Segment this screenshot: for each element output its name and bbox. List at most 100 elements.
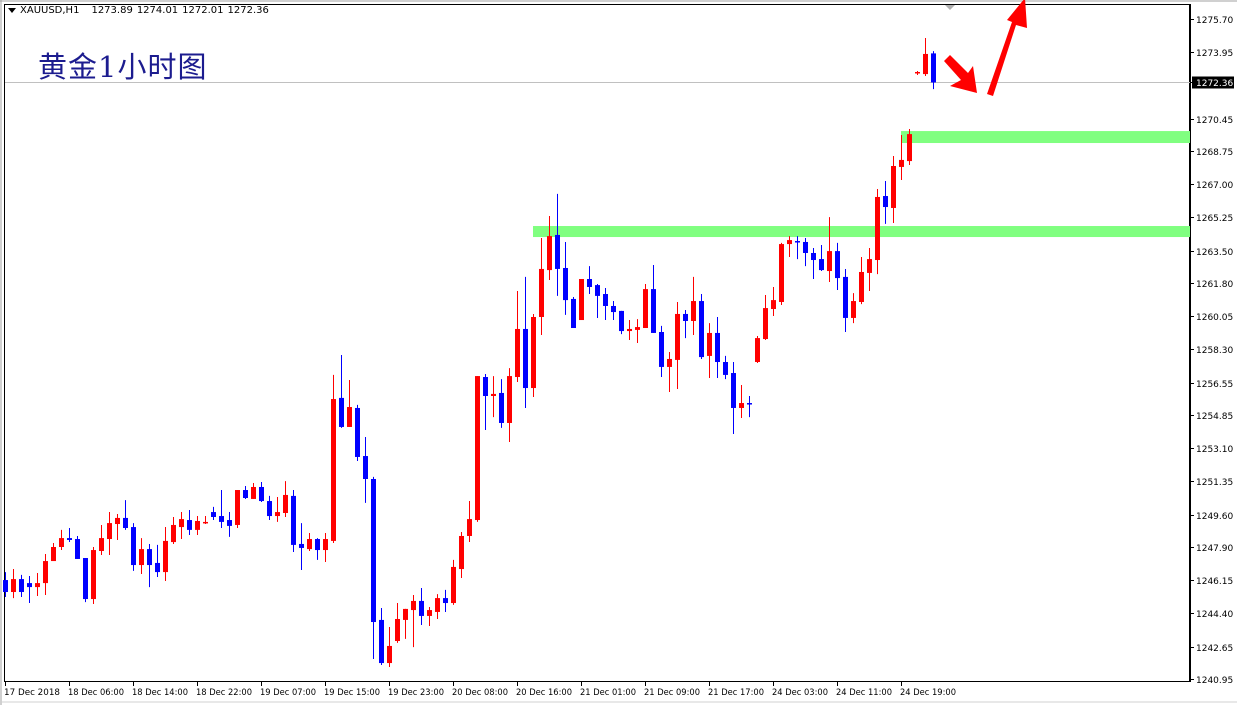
candle-97 xyxy=(779,242,784,306)
arrow-down-right-icon[interactable] xyxy=(944,55,977,93)
candle-body xyxy=(51,547,56,562)
symbol-label: XAUUSD,H1 xyxy=(20,5,80,16)
candle-body xyxy=(355,407,360,457)
candle-108 xyxy=(867,248,872,291)
candle-body xyxy=(163,540,168,573)
candle-body xyxy=(683,313,688,321)
candle-104 xyxy=(835,242,840,291)
arrow-up-icon[interactable] xyxy=(987,0,1027,96)
candle-76 xyxy=(611,301,616,321)
candle-body xyxy=(67,538,72,540)
candle-body xyxy=(443,598,448,604)
candle-23 xyxy=(187,509,192,536)
candle-15 xyxy=(123,500,128,530)
price-tick-label: 1246.15 xyxy=(1196,577,1233,587)
candle-body xyxy=(203,521,208,524)
candle-56 xyxy=(451,559,456,605)
candle-body xyxy=(595,285,600,296)
candle-89 xyxy=(715,316,720,378)
candle-18 xyxy=(147,543,152,588)
candle-body xyxy=(723,362,728,375)
time-tick-label: 18 Dec 14:00 xyxy=(132,688,188,698)
candle-43 xyxy=(347,380,352,427)
candle-body xyxy=(59,538,64,547)
price-tick-label: 1275.70 xyxy=(1196,16,1233,26)
candle-body xyxy=(899,159,904,167)
candle-77 xyxy=(619,310,624,335)
time-tick-label: 18 Dec 22:00 xyxy=(196,688,252,698)
candle-body xyxy=(187,520,192,530)
candle-body xyxy=(43,561,48,584)
candle-body xyxy=(883,196,888,208)
candle-body xyxy=(371,479,376,623)
candle-body xyxy=(611,305,616,313)
candle-body xyxy=(755,338,760,363)
candle-body xyxy=(915,71,920,74)
candle-113 xyxy=(907,128,912,166)
candle-body xyxy=(411,600,416,611)
time-tick-label: 19 Dec 15:00 xyxy=(324,688,380,698)
candle-79 xyxy=(635,319,640,344)
candle-17 xyxy=(139,538,144,574)
candle-81 xyxy=(651,264,656,333)
candle-body xyxy=(427,610,432,616)
candle-93 xyxy=(747,396,752,418)
candle-body xyxy=(107,523,112,540)
price-tick-label: 1256.55 xyxy=(1196,380,1233,390)
candle-111 xyxy=(891,155,896,223)
candle-body xyxy=(731,373,736,408)
dropdown-triangle-icon[interactable] xyxy=(8,8,16,13)
candle-body xyxy=(779,244,784,302)
candle-95 xyxy=(763,294,768,340)
candle-body xyxy=(499,392,504,423)
candle-body xyxy=(123,517,128,529)
candle-105 xyxy=(843,268,848,333)
candle-body xyxy=(275,512,280,517)
candle-body xyxy=(251,486,256,499)
resistance-zone-lower[interactable] xyxy=(533,226,1190,238)
time-tick-label: 21 Dec 09:00 xyxy=(644,688,700,698)
candle-109 xyxy=(875,188,880,275)
candle-body xyxy=(219,516,224,522)
candle-112 xyxy=(899,135,904,181)
candle-87 xyxy=(699,294,704,359)
candle-body xyxy=(571,298,576,329)
candle-47 xyxy=(379,607,384,665)
current-price-label: 1272.36 xyxy=(1196,79,1233,89)
candle-53 xyxy=(427,607,432,627)
resistance-zone-upper[interactable] xyxy=(901,131,1190,144)
candle-69 xyxy=(555,193,560,296)
time-axis[interactable]: 17 Dec 2018 18 Dec 06:00 18 Dec 14:00 18 De… xyxy=(4,682,956,698)
candle-body xyxy=(91,550,96,600)
candle-body xyxy=(323,539,328,551)
plot-area-border xyxy=(4,4,1190,682)
candle-body xyxy=(827,251,832,272)
candle-body xyxy=(347,407,352,427)
candle-body xyxy=(627,328,632,332)
candle-11 xyxy=(91,547,96,604)
candle-body xyxy=(811,252,816,261)
candle-8 xyxy=(67,528,72,543)
high-value: 1274.01 xyxy=(136,5,179,16)
candle-62 xyxy=(499,379,504,428)
shift-marker-icon[interactable] xyxy=(945,5,955,10)
candle-body xyxy=(483,377,488,397)
candle-94 xyxy=(755,335,760,363)
candle-body xyxy=(115,517,120,525)
candle-body xyxy=(179,519,184,528)
candle-body xyxy=(291,495,296,545)
price-axis[interactable]: 1275.70 1273.95 1272.36 1270.45 1268.75 1267.… xyxy=(1190,4,1234,686)
candle-65 xyxy=(523,276,528,408)
candle-34 xyxy=(275,497,280,522)
time-tick-label: 18 Dec 06:00 xyxy=(68,688,124,698)
candle-body xyxy=(691,301,696,321)
candle-body xyxy=(299,543,304,548)
candle-73 xyxy=(587,266,592,295)
candle-19 xyxy=(155,544,160,578)
candle-body xyxy=(3,580,8,593)
candle-body xyxy=(99,538,104,551)
candle-body xyxy=(523,328,528,389)
candle-body xyxy=(651,289,656,333)
candle-70 xyxy=(563,241,568,315)
